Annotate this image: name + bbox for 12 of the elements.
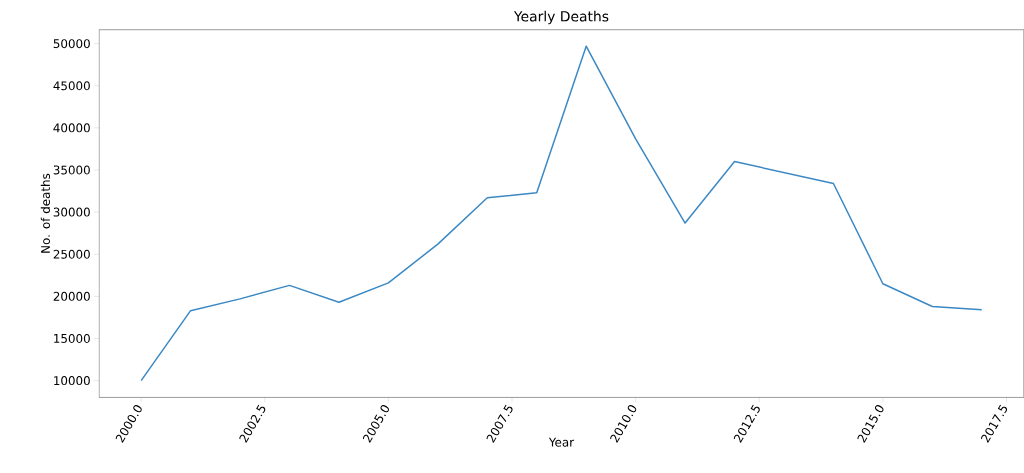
y-axis-title: No. of deaths — [40, 173, 50, 253]
y-tick-label: 15000 — [54, 334, 90, 344]
chart-title: Yearly Deaths — [513, 10, 609, 25]
y-tick-label: 40000 — [53, 123, 90, 133]
x-axis-title: Year — [548, 437, 575, 447]
y-tick-label: 20000 — [53, 291, 90, 301]
y-tick-label: 30000 — [53, 207, 90, 217]
y-tick-label: 10000 — [54, 376, 90, 386]
y-tick-label: 50000 — [53, 39, 90, 49]
y-tick-label: 25000 — [53, 249, 90, 259]
y-tick-label: 35000 — [53, 165, 90, 175]
y-tick-label: 45000 — [53, 81, 90, 91]
